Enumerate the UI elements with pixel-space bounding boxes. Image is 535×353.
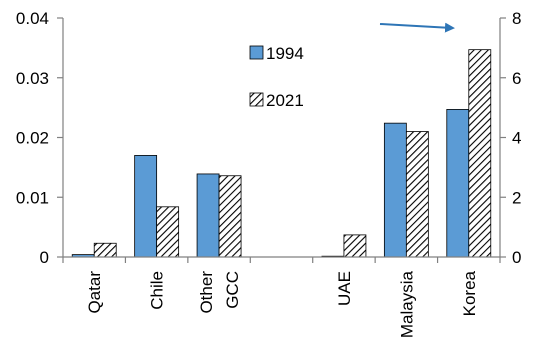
left-tick-label: 0.04 [16, 9, 49, 28]
right-tick-label: 2 [512, 188, 521, 207]
bar-1994-korea [446, 109, 470, 258]
bar-1994-other-gcc [196, 173, 220, 258]
left-tick-label: 0.01 [16, 188, 49, 207]
right-tick-label: 8 [512, 9, 521, 28]
category-label: Korea [460, 270, 479, 316]
right-tick-label: 6 [512, 69, 521, 88]
right-tick-label: 0 [512, 248, 521, 267]
bar-2021-chile [156, 206, 180, 258]
bar-2021-korea [468, 49, 492, 258]
bar-2021-other-gcc [218, 175, 242, 258]
bar-2021-qatar [93, 242, 117, 258]
left-tick-label: 0 [40, 248, 49, 267]
bars-layer [71, 49, 492, 258]
category-label: Other [197, 271, 216, 314]
category-label: Malaysia [397, 270, 416, 338]
category-label: Chile [148, 271, 167, 310]
legend: 1994 2021 [249, 44, 304, 110]
labels-layer: 0 0.01 0.02 0.03 0.04 0 2 4 6 8 Qatar Chile Other GCC… [16, 9, 522, 338]
bar-2021-malaysia [405, 131, 429, 258]
bar-2021-uae [343, 234, 367, 258]
legend-swatch-2021 [249, 92, 264, 107]
bar-1994-malaysia [383, 122, 407, 258]
right-tick-label: 4 [512, 129, 521, 148]
legend-label-1994: 1994 [266, 44, 304, 63]
left-tick-label: 0.02 [16, 129, 49, 148]
axes-layer [57, 17, 506, 263]
legend-label-2021: 2021 [266, 91, 304, 110]
category-label: Qatar [85, 271, 104, 314]
category-label: UAE [335, 271, 354, 306]
left-tick-label: 0.03 [16, 69, 49, 88]
category-label: GCC [223, 271, 242, 309]
bar-1994-chile [134, 155, 158, 258]
legend-swatch-1994 [249, 45, 264, 60]
right-axis-arrow [379, 22, 455, 33]
